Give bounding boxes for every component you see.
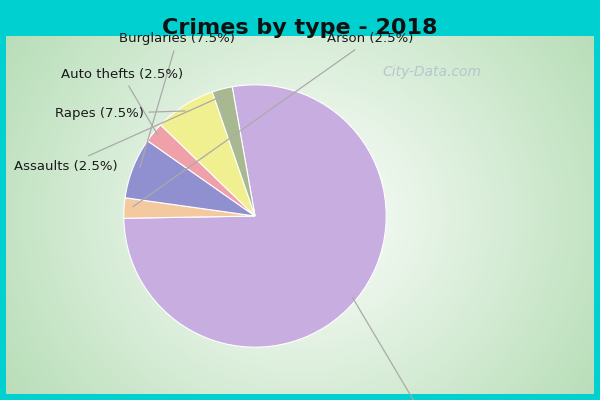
Text: Arson (2.5%): Arson (2.5%) (133, 32, 413, 207)
Text: Assaults (2.5%): Assaults (2.5%) (14, 96, 221, 173)
Wedge shape (148, 125, 255, 216)
Wedge shape (212, 87, 255, 216)
Wedge shape (161, 92, 255, 216)
Wedge shape (124, 198, 255, 218)
Wedge shape (125, 141, 255, 216)
Text: Rapes (7.5%): Rapes (7.5%) (55, 107, 185, 120)
Text: Auto thefts (2.5%): Auto thefts (2.5%) (61, 68, 183, 134)
Text: Thefts (77.5%): Thefts (77.5%) (353, 298, 474, 400)
Text: Burglaries (7.5%): Burglaries (7.5%) (119, 32, 235, 168)
Text: City-Data.com: City-Data.com (383, 65, 482, 79)
Wedge shape (124, 85, 386, 347)
Text: Crimes by type - 2018: Crimes by type - 2018 (162, 18, 438, 38)
